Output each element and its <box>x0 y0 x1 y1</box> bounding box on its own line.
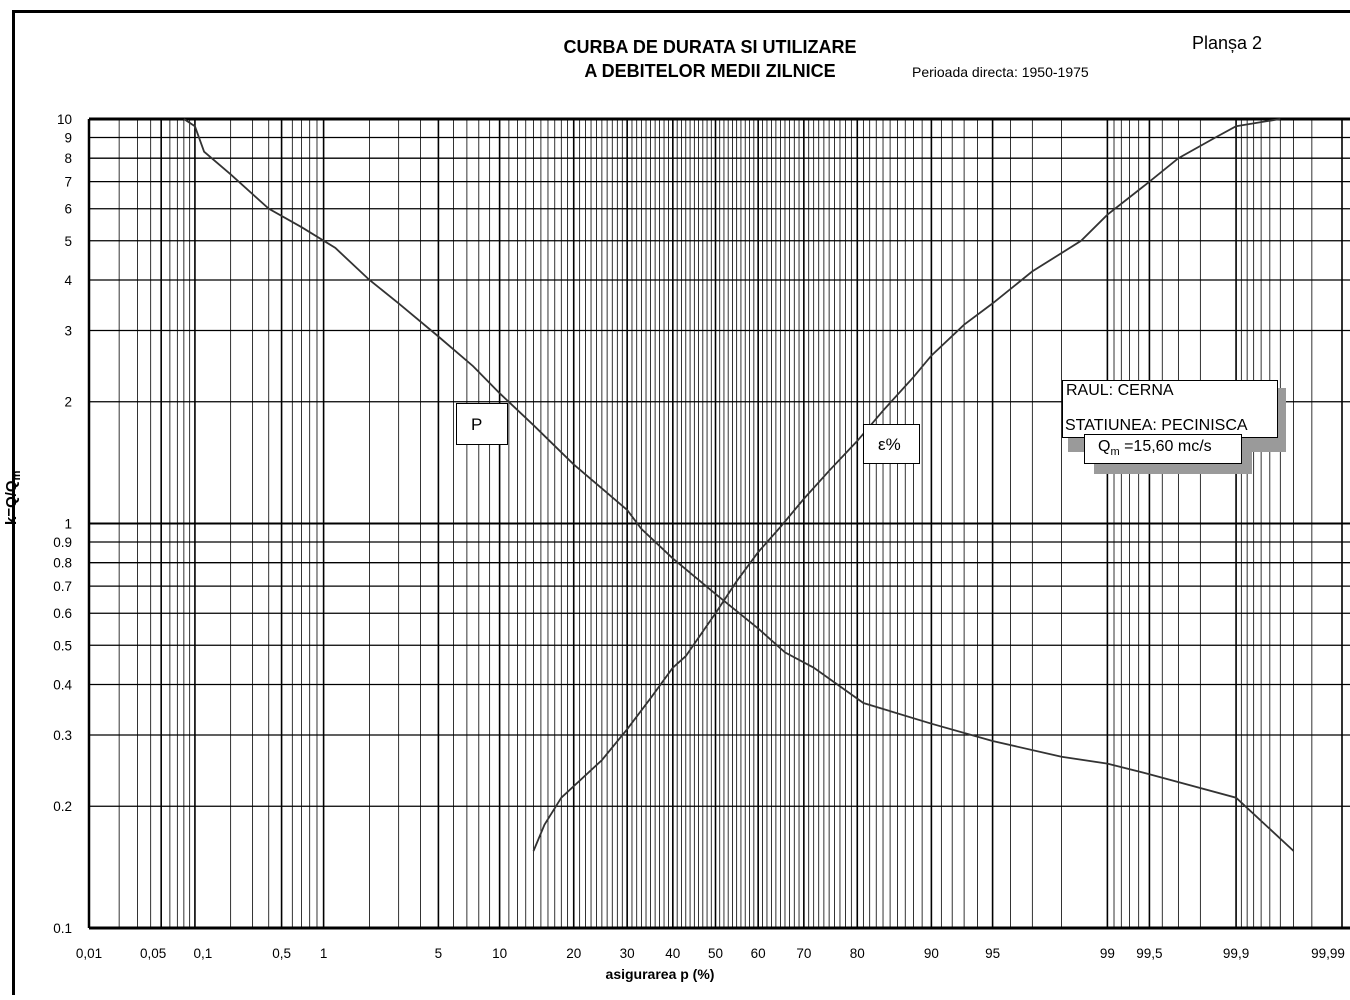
y-axis-label: k=Q/Qm <box>3 470 23 525</box>
x-tick-label: 0,1 <box>194 946 213 961</box>
x-tick-label: 40 <box>665 946 680 961</box>
y-tick-labels: 10 9 8 7 6 5 4 3 2 1 0.9 0.8 0.7 0.6 0.5 0.4 0.3 0.2 0.1 <box>53 112 72 936</box>
x-tick-label: 0,5 <box>272 946 291 961</box>
x-tick-label: 5 <box>435 946 443 961</box>
x-tick-label: 99,99 <box>1311 946 1345 961</box>
x-tick-label: 50 <box>708 946 723 961</box>
page-frame <box>12 10 1350 995</box>
x-axis-label: asigurarea p (%) <box>605 966 715 982</box>
y-tick-label: 0.5 <box>53 638 72 653</box>
x-tick-label: 80 <box>850 946 865 961</box>
y-tick-label: 3 <box>64 324 72 339</box>
qm-box <box>1084 434 1242 464</box>
x-tick-label: 0,01 <box>76 946 102 961</box>
y-tick-label: 9 <box>64 131 72 146</box>
y-tick-label: 4 <box>64 273 72 288</box>
curve-label-epsilon: ε% <box>863 424 920 464</box>
y-tick-label: 2 <box>64 395 72 410</box>
y-tick-label: 0.1 <box>53 921 72 936</box>
y-tick-label: 0.2 <box>53 799 72 814</box>
series-line-epsilon <box>532 118 1281 852</box>
y-tick-label: 8 <box>64 151 72 166</box>
y-tick-label: 0.8 <box>53 556 72 571</box>
y-tick-label: 6 <box>64 202 72 217</box>
y-tick-label: 5 <box>64 234 72 249</box>
y-tick-label: 0.6 <box>53 606 72 621</box>
curve-label-p: P <box>456 403 508 445</box>
x-tick-label: 99,5 <box>1136 946 1162 961</box>
x-tick-label: 99 <box>1100 946 1115 961</box>
x-tick-label: 70 <box>796 946 811 961</box>
grid-major <box>87 117 1350 930</box>
y-tick-label: 1 <box>64 517 72 532</box>
station-label: STATIUNEA: PECINISCA <box>1065 417 1248 434</box>
x-tick-label: 30 <box>620 946 635 961</box>
y-tick-label: 7 <box>64 175 72 190</box>
qm-value: Qm =15,60 mc/s <box>1098 438 1212 459</box>
x-tick-label: 10 <box>492 946 507 961</box>
series-line-p <box>183 118 1295 852</box>
y-tick-label: 0.7 <box>53 579 72 594</box>
river-label: RAUL: CERNA <box>1066 382 1174 399</box>
x-tick-label: 90 <box>924 946 939 961</box>
period-label: Perioada directa: 1950-1975 <box>912 64 1089 80</box>
x-tick-labels: 0,01 0,05 0,1 0,5 1 5 10 20 30 40 50 60 70 80 90 95 99 99… <box>76 946 1345 961</box>
chart-title-line2: A DEBITELOR MEDII ZILNICE <box>584 61 836 81</box>
y-tick-label: 0.9 <box>53 535 72 550</box>
x-tick-label: 1 <box>320 946 328 961</box>
chart-title-line1: CURBA DE DURATA SI UTILIZARE <box>563 37 857 57</box>
y-tick-label: 10 <box>57 112 72 127</box>
x-tick-label: 60 <box>751 946 766 961</box>
plate-number: Planșa 2 <box>1192 33 1263 53</box>
x-tick-label: 99,9 <box>1223 946 1249 961</box>
x-tick-label: 95 <box>985 946 1000 961</box>
x-tick-label: 0,05 <box>140 946 166 961</box>
x-tick-label: 20 <box>566 946 581 961</box>
y-tick-label: 0.3 <box>53 728 72 743</box>
curves <box>183 118 1295 852</box>
y-tick-label: 0.4 <box>53 677 72 692</box>
